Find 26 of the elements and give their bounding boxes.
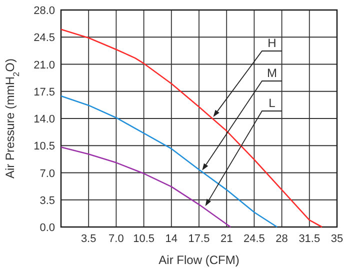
annotation: L xyxy=(268,96,276,110)
x-tick-label: 7.0 xyxy=(108,233,124,245)
x-tick-label: 28 xyxy=(276,233,288,245)
annotation: M xyxy=(267,66,277,80)
y-tick-label: 24.5 xyxy=(34,32,55,44)
y-tick-label: 3.5 xyxy=(40,194,55,207)
x-tick-label: 14 xyxy=(165,233,178,245)
x-tick-label: 31.5 xyxy=(298,233,320,245)
x-tick-label: 17.5 xyxy=(188,233,210,245)
y-tick-label: 10.5 xyxy=(34,140,55,153)
x-tick-label: 3.5 xyxy=(80,233,96,245)
y-tick-label: 14.0 xyxy=(34,114,55,126)
y-tick-label: 0.0 xyxy=(40,222,55,234)
line-series xyxy=(60,28,323,228)
line-series xyxy=(60,95,278,228)
x-axis-title: Air Flow (CFM) xyxy=(158,253,240,267)
x-tick-label: 21 xyxy=(220,233,233,245)
line-series xyxy=(60,146,232,228)
y-tick-label: 28.0 xyxy=(34,5,55,17)
y-tick-label: 21.0 xyxy=(34,59,55,72)
y-tick-label: 7.0 xyxy=(40,168,55,180)
x-tick-label: 24.5 xyxy=(243,233,265,245)
annotation: H xyxy=(268,36,276,50)
y-tick-label: 17.5 xyxy=(34,86,55,98)
x-tick-label: 35 xyxy=(330,233,344,245)
x-tick-label: 10.5 xyxy=(133,233,155,245)
